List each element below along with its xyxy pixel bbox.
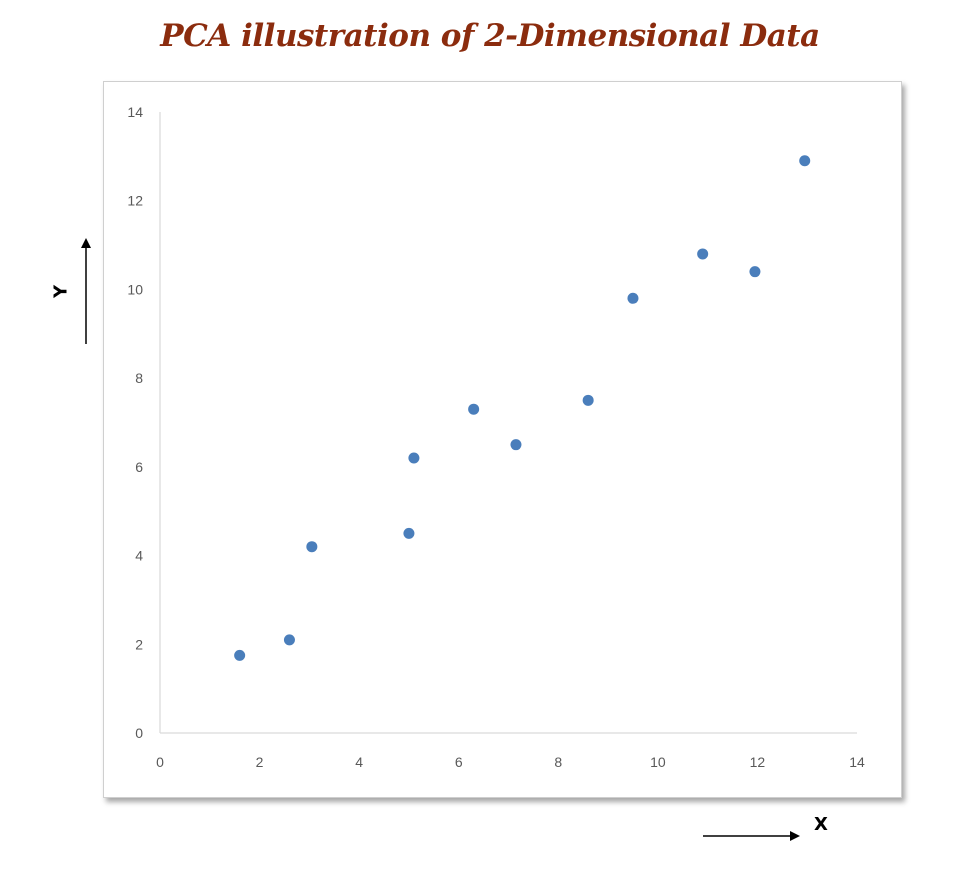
y-tick-label: 10 xyxy=(127,281,143,297)
chart-area xyxy=(103,81,902,798)
data-point xyxy=(697,248,709,260)
chart-title: PCA illustration of 2-Dimensional Data xyxy=(160,18,820,54)
data-point xyxy=(234,649,246,661)
data-point xyxy=(582,394,594,406)
x-tick-label: 14 xyxy=(849,754,865,770)
x-axis-label: X xyxy=(814,814,828,835)
y-tick-label: 4 xyxy=(135,548,143,564)
data-point xyxy=(749,266,761,278)
x-tick-label: 10 xyxy=(650,754,666,770)
x-tick-label: 12 xyxy=(750,754,766,770)
data-point xyxy=(627,292,639,304)
data-point xyxy=(283,634,295,646)
data-point xyxy=(306,541,318,553)
x-tick-label: 0 xyxy=(156,754,164,770)
x-tick-label: 8 xyxy=(554,754,562,770)
data-point xyxy=(403,527,415,539)
y-tick-label: 8 xyxy=(135,370,143,386)
y-tick-label: 14 xyxy=(127,104,143,120)
data-point xyxy=(799,155,811,167)
data-point xyxy=(408,452,420,464)
y-tick-label: 0 xyxy=(135,725,143,741)
y-tick-label: 6 xyxy=(135,459,143,475)
x-tick-label: 4 xyxy=(355,754,363,770)
y-tick-label: 2 xyxy=(135,636,143,652)
y-tick-label: 12 xyxy=(127,193,143,209)
x-tick-label: 2 xyxy=(256,754,264,770)
x-tick-label: 6 xyxy=(455,754,463,770)
data-point xyxy=(510,439,522,451)
data-point xyxy=(468,403,480,415)
